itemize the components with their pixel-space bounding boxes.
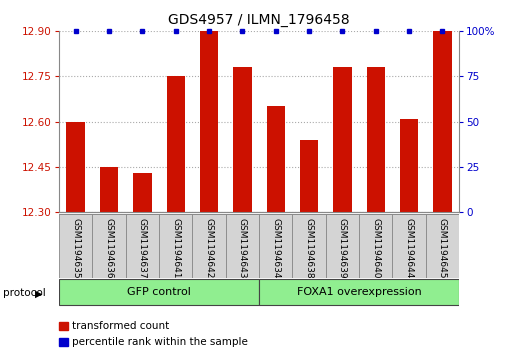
Bar <box>426 214 459 278</box>
Bar <box>259 214 292 278</box>
Text: GFP control: GFP control <box>127 287 191 297</box>
Bar <box>433 31 451 212</box>
Text: GSM1194637: GSM1194637 <box>138 218 147 279</box>
Bar <box>400 119 418 212</box>
Bar <box>59 279 259 305</box>
Bar <box>100 167 118 212</box>
Text: GSM1194639: GSM1194639 <box>338 218 347 279</box>
Bar <box>359 214 392 278</box>
Bar <box>292 214 326 278</box>
Text: GSM1194634: GSM1194634 <box>271 218 280 278</box>
Bar <box>233 67 251 212</box>
Text: GSM1194640: GSM1194640 <box>371 218 380 278</box>
Text: GSM1194635: GSM1194635 <box>71 218 80 279</box>
Text: GSM1194644: GSM1194644 <box>405 218 413 278</box>
Bar <box>367 67 385 212</box>
Bar <box>133 173 151 212</box>
Bar <box>300 140 318 212</box>
Text: FOXA1 overexpression: FOXA1 overexpression <box>297 287 422 297</box>
Text: transformed count: transformed count <box>72 321 169 331</box>
Bar <box>259 279 459 305</box>
Bar <box>392 214 426 278</box>
Bar <box>192 214 226 278</box>
Bar <box>200 31 218 212</box>
Text: GSM1194645: GSM1194645 <box>438 218 447 278</box>
Bar <box>167 76 185 212</box>
Bar <box>333 67 351 212</box>
Bar <box>92 214 126 278</box>
Text: GSM1194643: GSM1194643 <box>238 218 247 278</box>
Bar <box>226 214 259 278</box>
Title: GDS4957 / ILMN_1796458: GDS4957 / ILMN_1796458 <box>168 13 350 27</box>
Bar <box>126 214 159 278</box>
Text: ▶: ▶ <box>35 288 43 298</box>
Text: protocol: protocol <box>3 288 45 298</box>
Text: GSM1194642: GSM1194642 <box>205 218 213 278</box>
Text: GSM1194636: GSM1194636 <box>105 218 113 279</box>
Text: percentile rank within the sample: percentile rank within the sample <box>72 337 248 347</box>
Bar <box>326 214 359 278</box>
Bar <box>59 214 92 278</box>
Text: GSM1194641: GSM1194641 <box>171 218 180 278</box>
Bar <box>159 214 192 278</box>
Text: GSM1194638: GSM1194638 <box>305 218 313 279</box>
Bar <box>267 106 285 212</box>
Bar <box>67 122 85 212</box>
